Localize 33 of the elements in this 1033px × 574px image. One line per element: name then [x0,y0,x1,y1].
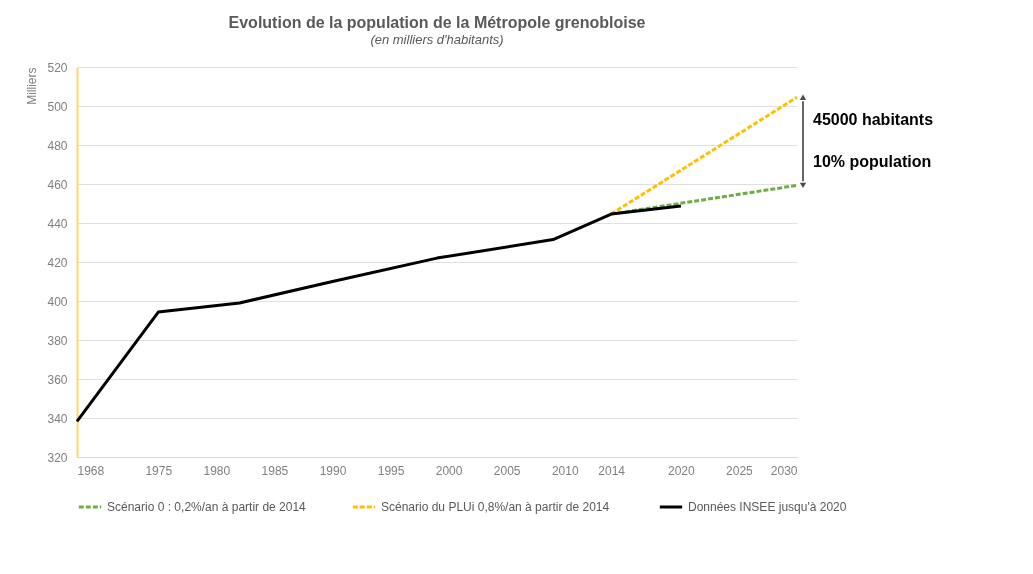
y-tick-label: 460 [47,177,68,192]
y-tick-label: 520 [47,60,68,75]
y-tick-label: 500 [47,99,68,114]
text: 10% population [813,153,932,171]
y-tick-label: 380 [47,333,68,348]
x-tick-label: 2000 [435,463,463,478]
y-axis-title: Milliers [25,67,40,105]
chart-subtitle: (en milliers d'habitants) [370,32,504,47]
legend-label: Scénario du PLUi 0,8%/an à partir de 2014 [381,500,610,514]
y-tick-label: 320 [47,450,68,465]
text: 45000 habitants [813,111,934,129]
x-tick-label: 1980 [203,463,231,478]
x-tick-label: 2020 [668,463,696,478]
x-tick-label: 1975 [145,463,173,478]
x-tick-label: 1985 [261,463,289,478]
x-tick-label: 1995 [377,463,405,478]
x-tick-label: 2025 [726,463,754,478]
y-tick-label: 480 [47,138,68,153]
y-tick-label: 420 [47,255,68,270]
x-tick-label: 1968 [77,463,105,478]
y-tick-label: 400 [47,294,68,309]
x-tick-label: 2014 [598,463,626,478]
legend-label: Scénario 0 : 0,2%/an à partir de 2014 [107,500,307,514]
line-series [75,204,683,423]
legend-label: Données INSEE jusqu'à 2020 [688,500,847,514]
y-tick-label: 360 [47,372,68,387]
x-tick-label: 2005 [493,463,521,478]
x-tick-label: 2030 [770,463,798,478]
y-tick-label: 440 [47,216,68,231]
y-tick-label: 340 [47,411,68,426]
x-tick-label: 1990 [319,463,347,478]
chart-title: Evolution de la population de la Métropole grenobloise [228,14,646,31]
x-tick-label: 2010 [551,463,579,478]
